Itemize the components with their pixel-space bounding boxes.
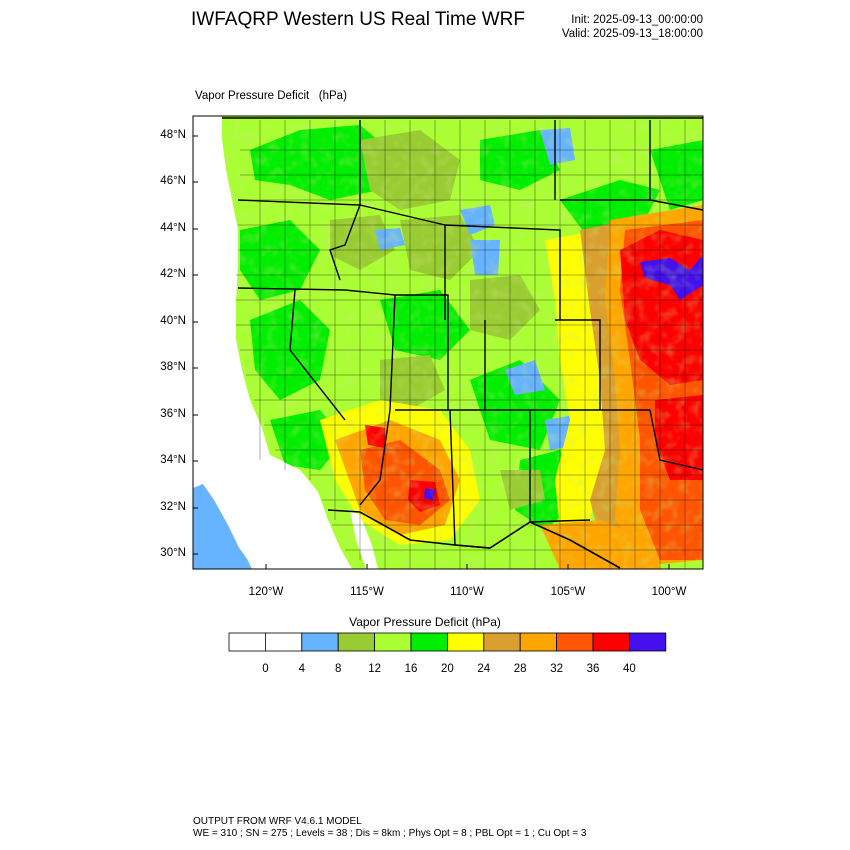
map-field [193,116,703,569]
model-info-line1: OUTPUT FROM WRF V4.6.1 MODEL [193,816,362,827]
colorbar-swatch [410,632,448,652]
lat-label: 46°N [160,175,186,187]
lon-label: 100°W [651,586,687,598]
lat-label: 32°N [160,501,186,513]
run-times: Init: 2025-09-13_00:00:00 Valid: 2025-09… [562,14,703,41]
colorbar-swatch [337,632,376,652]
lat-tick-marks [193,135,670,569]
lat-label: 34°N [160,454,186,466]
model-info: OUTPUT FROM WRF V4.6.1 MODEL WE = 310 ; … [193,816,586,839]
lon-label: 105°W [550,586,586,598]
colorbar-swatch [374,632,412,652]
colorbar-label: 40 [622,663,636,675]
model-info-line2: WE = 310 ; SN = 275 ; Levels = 38 ; Dis … [193,827,587,839]
colorbar-swatch [592,632,630,652]
field-label: Vapor Pressure Deficit (hPa) [195,90,347,102]
colorbar-label: 4 [298,663,305,675]
colorbar-label: 32 [550,663,563,675]
init-time: Init: 2025-09-13_00:00:00 [571,14,703,26]
lon-label: 115°W [350,586,384,598]
colorbar-swatch [446,632,485,652]
lon-label: 120°W [248,586,284,598]
colorbar-swatch [519,632,558,652]
lat-label: 44°N [160,222,186,234]
gulf-of-california [350,510,378,569]
colorbar-title: Vapor Pressure Deficit (hPa) [349,615,501,629]
international-border [222,117,703,569]
colorbar-label: 24 [477,663,491,675]
colorbar-swatch [301,632,339,652]
lat-label: 36°N [160,408,186,420]
colorbar-swatch [228,632,266,652]
map-title: IWFAQRP Western US Real Time WRF [191,9,525,30]
pacific-water-sw [193,484,250,569]
lon-label: 110°W [450,586,484,598]
boundaries [222,117,703,569]
colorbar-label: 36 [586,663,600,675]
lat-label: 40°N [160,315,186,327]
colorbar-swatch [629,632,667,652]
colorbar-label: 8 [334,663,342,675]
county-grid [236,120,703,569]
map-frame [192,115,704,570]
colorbar-swatch [264,632,303,652]
colorbar-swatch [556,632,594,652]
colorbar-label: 20 [440,663,454,675]
valid-time: Valid: 2025-09-13_18:00:00 [561,27,703,40]
lat-label: 30°N [160,547,186,559]
colorbar-label: 16 [404,663,418,675]
ocean-mask [193,116,352,569]
colorbar-label: 12 [368,663,381,675]
colorbar [228,632,667,652]
colorbar-swatch [483,632,521,652]
colorbar-label: 0 [262,663,269,675]
lat-label: 48°N [160,129,186,141]
colorbar-label: 28 [513,663,527,675]
lat-label: 42°N [160,268,186,280]
lat-label: 38°N [160,361,186,373]
